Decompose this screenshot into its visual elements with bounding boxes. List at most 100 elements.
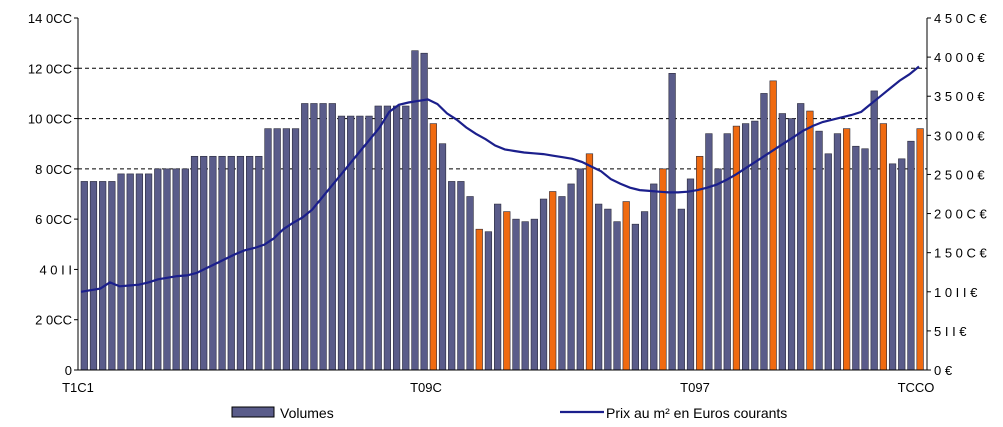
- x-tick-label: T09C: [410, 380, 442, 395]
- bar: [301, 103, 309, 371]
- bar: [328, 103, 336, 371]
- left-tick-label: 0: [65, 363, 72, 378]
- bar: [227, 155, 235, 371]
- bar: [172, 168, 180, 371]
- bar: [852, 145, 860, 371]
- bar: [741, 123, 750, 371]
- x-tick-label: T1C1: [62, 380, 94, 395]
- right-tick-label: 1 0 I I €: [934, 285, 978, 300]
- right-tick-label: 3 0 0 0 €: [934, 128, 985, 143]
- right-axis-ticks: 0 € 5 I I € 1 0 I I € 1 5 0 C € 2 0 0 C € 2 5…: [927, 11, 988, 378]
- bar: [705, 133, 713, 371]
- left-tick-label: 6 0CC: [35, 212, 72, 227]
- bar: [604, 208, 612, 371]
- bar: [539, 198, 548, 371]
- bar: [383, 105, 392, 371]
- bar: [714, 168, 722, 371]
- bar: [154, 168, 162, 371]
- bar: [273, 128, 281, 371]
- bar: [466, 196, 474, 371]
- bar: [640, 211, 649, 371]
- left-tick-label: 14 0CC: [28, 11, 72, 26]
- bar: [448, 181, 456, 371]
- bar: [888, 163, 897, 371]
- bar: [135, 173, 144, 371]
- bar: [319, 103, 327, 371]
- left-tick-label: 4 0 I I: [39, 262, 72, 277]
- bar: [723, 133, 731, 371]
- right-tick-label: 2 5 0 0 €: [934, 167, 985, 182]
- bar: [567, 183, 575, 371]
- bar: [585, 153, 594, 371]
- bar: [732, 125, 741, 371]
- bar: [374, 105, 382, 371]
- bar: [89, 181, 98, 371]
- legend: Volumes Prix au m² en Euros courants: [231, 405, 787, 421]
- bar: [475, 228, 483, 371]
- bar: [879, 123, 887, 371]
- right-tick-label: 3 5 0 0 €: [934, 89, 985, 104]
- x-axis-ticks: T1C1 T09C T097 TCCO: [62, 380, 934, 395]
- bar: [769, 80, 777, 371]
- bar: [861, 148, 869, 371]
- x-tick-label: TCCO: [898, 380, 935, 395]
- bar: [108, 181, 116, 371]
- bar: [80, 181, 88, 371]
- bar: [843, 128, 851, 371]
- bar: [677, 208, 685, 371]
- bar: [392, 105, 401, 371]
- bar: [898, 158, 906, 371]
- bar: [558, 196, 566, 371]
- right-tick-label: 4 5 0 C €: [934, 11, 988, 26]
- bar: [365, 115, 373, 371]
- bar: [190, 155, 199, 371]
- bar: [484, 231, 493, 371]
- bar: [264, 128, 272, 371]
- bar: [797, 103, 805, 371]
- left-tick-label: 12 0CC: [28, 61, 72, 76]
- bar: [181, 168, 189, 371]
- bar: [530, 218, 538, 371]
- bar: [126, 173, 134, 371]
- bar: [291, 128, 300, 371]
- bar: [521, 221, 529, 371]
- bar: [200, 155, 208, 371]
- bar: [631, 223, 640, 371]
- x-tick-label: T097: [680, 380, 710, 395]
- bar: [337, 115, 346, 371]
- bar-series-volumes: [80, 50, 924, 371]
- left-axis-ticks: 0 2 0CC 4 0 I I 6 0CC 8 0CC 10 0CC 12 0CC 14 0C…: [28, 11, 78, 378]
- bar: [870, 90, 878, 371]
- bar: [815, 130, 823, 371]
- legend-label-volumes: Volumes: [280, 405, 334, 421]
- bar: [576, 168, 584, 371]
- bar: [246, 155, 254, 371]
- bar: [218, 155, 226, 371]
- bar: [595, 203, 603, 371]
- bar: [806, 110, 814, 371]
- bar: [99, 181, 107, 371]
- left-tick-label: 2 0CC: [35, 313, 72, 328]
- bar: [402, 105, 410, 371]
- bar: [787, 118, 796, 371]
- right-tick-label: 1 5 0 C €: [934, 246, 988, 261]
- bar: [411, 50, 419, 371]
- bar: [613, 221, 621, 371]
- bar: [659, 168, 667, 371]
- bar: [668, 73, 676, 371]
- bar: [163, 168, 171, 371]
- bar: [347, 115, 355, 371]
- right-tick-label: 2 0 0 C €: [934, 207, 988, 222]
- line-series-price: [80, 65, 920, 293]
- bar: [549, 191, 557, 371]
- bar: [438, 143, 447, 371]
- bar: [503, 211, 511, 371]
- bar: [833, 133, 842, 371]
- bar: [760, 93, 768, 371]
- bar: [282, 128, 290, 371]
- bar: [255, 155, 263, 371]
- right-tick-label: 5 I I €: [934, 324, 967, 339]
- bar: [429, 123, 437, 371]
- bar: [310, 103, 318, 371]
